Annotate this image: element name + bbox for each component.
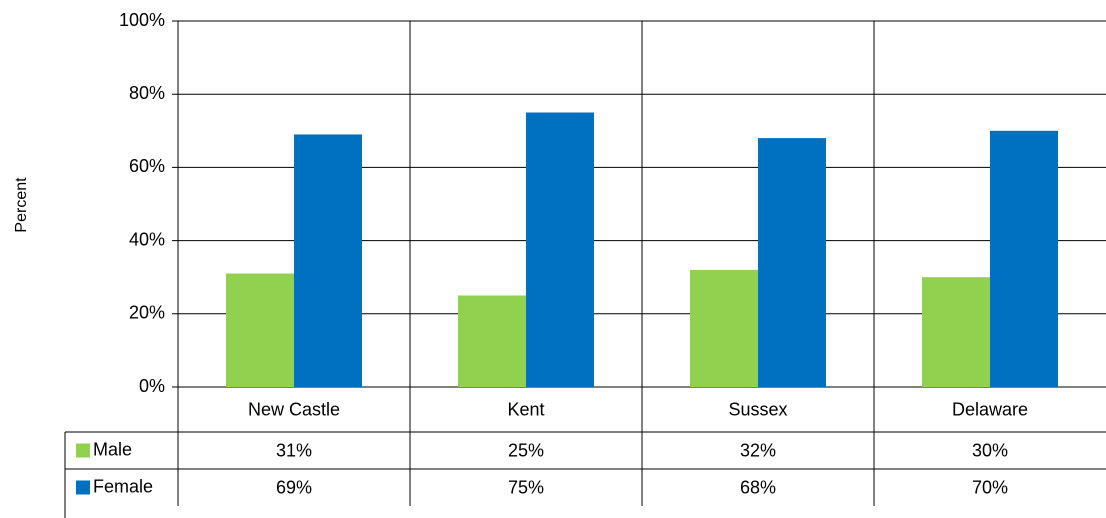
x-tick-label: Sussex <box>728 399 787 419</box>
x-tick-label: Kent <box>507 399 544 419</box>
bar <box>294 134 362 387</box>
y-tick-label: 0% <box>139 376 165 396</box>
data-label: 68% <box>740 477 776 497</box>
y-axis-title: Percent <box>13 177 30 233</box>
y-tick-label: 60% <box>129 156 165 176</box>
bar <box>922 277 990 387</box>
data-label: 30% <box>972 440 1008 460</box>
data-label: 31% <box>276 440 312 460</box>
y-tick-label: 80% <box>129 83 165 103</box>
bar <box>758 138 826 387</box>
bar <box>226 273 294 387</box>
x-tick-label: Delaware <box>952 399 1028 419</box>
y-tick-label: 20% <box>129 303 165 323</box>
legend-swatch <box>76 443 90 458</box>
bar <box>526 112 594 387</box>
data-label: 75% <box>508 477 544 497</box>
bar <box>458 295 526 387</box>
y-tick-label: 100% <box>119 10 165 30</box>
legend-swatch <box>76 480 90 495</box>
legend-label: Female <box>93 476 153 496</box>
data-label: 32% <box>740 440 776 460</box>
y-tick-label: 40% <box>129 229 165 249</box>
bar <box>690 269 758 387</box>
data-label: 70% <box>972 477 1008 497</box>
legend-label: Male <box>93 439 132 459</box>
x-tick-label: New Castle <box>248 399 340 419</box>
data-label: 69% <box>276 477 312 497</box>
data-label: 25% <box>508 440 544 460</box>
bar <box>990 130 1058 388</box>
